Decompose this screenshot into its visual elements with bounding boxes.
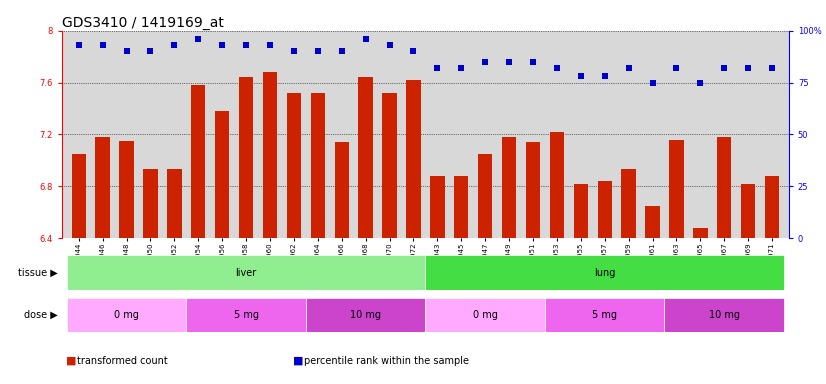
Bar	[96, 137, 110, 238]
Bar	[287, 93, 301, 238]
Point	[192, 36, 205, 42]
Point	[120, 48, 133, 55]
Bar	[645, 206, 660, 238]
Point	[742, 65, 755, 71]
Bar	[335, 142, 349, 238]
Point	[694, 79, 707, 86]
Bar	[358, 78, 373, 238]
Point	[144, 48, 157, 55]
Point	[622, 65, 635, 71]
Point	[335, 48, 349, 55]
Bar	[573, 184, 588, 238]
Bar	[167, 169, 182, 238]
Text: tissue ▶: tissue ▶	[18, 268, 58, 278]
Point	[478, 59, 491, 65]
Bar	[693, 228, 708, 238]
Bar	[187, 298, 306, 332]
Bar	[669, 140, 684, 238]
Point	[216, 42, 229, 48]
Bar	[478, 154, 492, 238]
Text: 5 mg: 5 mg	[234, 310, 259, 320]
Text: liver: liver	[235, 268, 257, 278]
Bar	[143, 169, 158, 238]
Text: GDS3410 / 1419169_at: GDS3410 / 1419169_at	[62, 16, 224, 30]
Point	[407, 48, 420, 55]
Bar	[425, 255, 784, 290]
Bar	[263, 72, 278, 238]
Point	[670, 65, 683, 71]
Point	[550, 65, 563, 71]
Text: dose ▶: dose ▶	[24, 310, 58, 320]
Point	[96, 42, 109, 48]
Point	[574, 73, 587, 79]
Bar	[545, 298, 664, 332]
Point	[454, 65, 468, 71]
Bar	[67, 255, 425, 290]
Bar	[406, 80, 420, 238]
Point	[598, 73, 611, 79]
Bar	[215, 111, 230, 238]
Bar	[550, 132, 564, 238]
Text: 10 mg: 10 mg	[350, 310, 381, 320]
Point	[359, 36, 373, 42]
Point	[240, 42, 253, 48]
Bar	[430, 176, 444, 238]
Bar	[502, 137, 516, 238]
Bar	[454, 176, 468, 238]
Point	[766, 65, 779, 71]
Bar	[621, 169, 636, 238]
Bar	[239, 78, 254, 238]
Bar	[425, 298, 545, 332]
Point	[502, 59, 515, 65]
Bar	[382, 93, 396, 238]
Text: 10 mg: 10 mg	[709, 310, 740, 320]
Point	[168, 42, 181, 48]
Bar	[311, 93, 325, 238]
Point	[718, 65, 731, 71]
Point	[287, 48, 301, 55]
Bar	[717, 137, 732, 238]
Bar	[67, 298, 187, 332]
Point	[430, 65, 444, 71]
Text: percentile rank within the sample: percentile rank within the sample	[304, 356, 469, 366]
Text: ■: ■	[293, 356, 304, 366]
Text: transformed count: transformed count	[77, 356, 168, 366]
Bar	[741, 184, 755, 238]
Text: 5 mg: 5 mg	[592, 310, 617, 320]
Point	[72, 42, 85, 48]
Point	[263, 42, 277, 48]
Point	[526, 59, 539, 65]
Bar	[191, 85, 206, 238]
Text: ■: ■	[66, 356, 77, 366]
Bar	[765, 176, 779, 238]
Point	[311, 48, 325, 55]
Bar	[72, 154, 86, 238]
Bar	[306, 298, 425, 332]
Text: 0 mg: 0 mg	[472, 310, 497, 320]
Point	[383, 42, 396, 48]
Text: 0 mg: 0 mg	[114, 310, 139, 320]
Bar	[664, 298, 784, 332]
Text: lung: lung	[594, 268, 615, 278]
Bar	[526, 142, 540, 238]
Bar	[119, 141, 134, 238]
Point	[646, 79, 659, 86]
Bar	[597, 181, 612, 238]
